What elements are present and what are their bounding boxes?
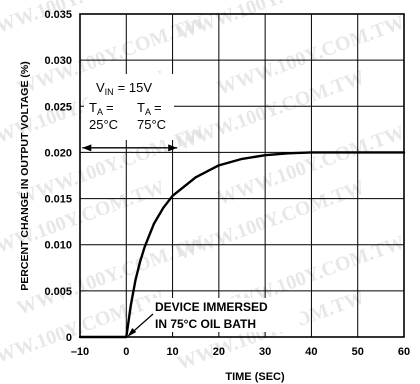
ta-right-top: TA = [137,100,162,117]
ta-labels-bg [84,100,174,140]
vin-subscript: IN [105,87,114,97]
x-tick-label: 0 [123,346,129,358]
immersed-label-line1: DEVICE IMMERSED [155,300,268,314]
ta-left-symbol: T [89,100,97,115]
immersed-pointer-head [127,328,137,337]
ta-left-top: TA = [89,100,114,117]
y-tick-label: 0.020 [44,147,72,159]
immersed-label-line2: IN 75°C OIL BATH [155,317,256,331]
ta-right-symbol: T [137,100,145,115]
plot-frame [79,13,405,338]
series-layer [78,151,406,339]
y-tick-label: 0.005 [44,286,72,298]
axis-layer: –10 0 10 20 30 40 50 60 0 0.005 0.010 0.015 0.020 0.0… [19,9,410,383]
y-tick-label: 0.010 [44,240,72,252]
range-arrow-left-head [82,144,92,152]
y-tick-label: 0.035 [44,9,72,21]
ta-left-value: 25°C [89,117,118,132]
range-arrow-right-head [168,144,178,152]
immersed-label-bg [150,298,300,332]
y-tick-label: 0.030 [44,55,72,67]
ta-right-equals: = [154,100,162,115]
ta-right-value: 75°C [137,117,166,132]
y-tick-label: 0.025 [44,101,72,113]
vin-value: = 15V [118,80,153,95]
x-tick-label: 30 [259,346,271,358]
x-tick-label: 20 [213,346,225,358]
vin-symbol: V [96,80,105,95]
x-tick-label: 10 [166,346,178,358]
y-tick-label: 0 [66,332,72,344]
ta-left-subscript: A [97,107,103,117]
vin-label-bg [88,74,198,100]
y-axis-title: PERCENT CHANGE IN OUTPUT VOLTAGE (%) [19,61,31,290]
series-line [78,151,406,339]
x-tick-label: 40 [305,346,317,358]
x-tick-label: 60 [398,346,410,358]
ta-right-subscript: A [145,107,151,117]
y-tick-label: 0.015 [44,194,72,206]
ta-left-equals: = [106,100,114,115]
x-axis-title: TIME (SEC) [225,371,285,383]
x-tick-label: –10 [71,346,89,358]
vin-annotation: VIN = 15V [96,80,152,97]
x-tick-label: 50 [352,346,364,358]
